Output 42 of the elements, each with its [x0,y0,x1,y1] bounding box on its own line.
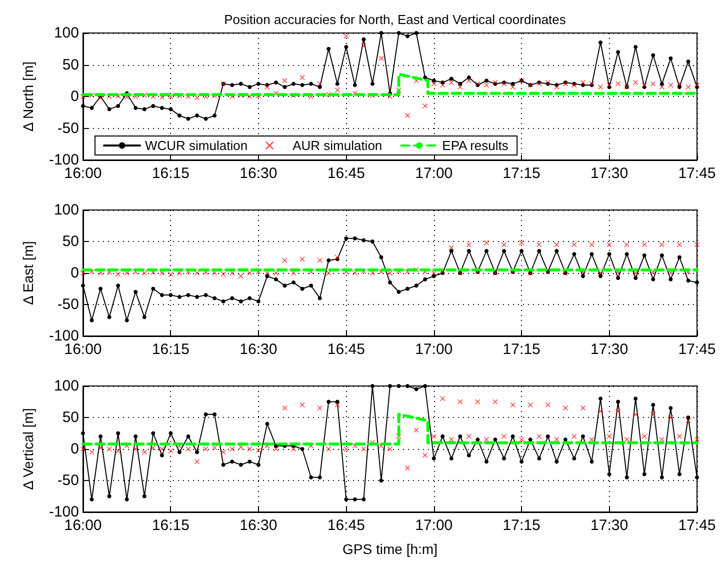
x-tick-label: 17:30 [590,341,628,358]
x-tick-label: 17:30 [590,165,628,182]
x-tick-label: 16:30 [240,517,278,534]
legend-label: WCUR simulation [145,138,248,153]
y-axis-title: Δ Vertical [m] [20,408,36,490]
y-axis-title: Δ North [m] [20,61,36,132]
x-tick-label: 17:45 [678,341,716,358]
x-tick-label: 16:30 [240,165,278,182]
x-tick-label: 17:45 [678,165,716,182]
y-tick-label: 100 [54,202,79,218]
legend-label: EPA results [442,138,509,153]
x-tick-label: 16:15 [152,165,190,182]
x-tick-label: 16:15 [152,517,190,534]
x-tick-label: 17:15 [502,517,540,534]
x-tick-label: 17:15 [502,341,540,358]
y-tick-label: 100 [54,378,79,394]
legend-label: AUR simulation [292,138,382,153]
y-tick-label: -50 [57,120,79,137]
x-tick-label: 17:00 [415,517,453,534]
y-tick-label: 50 [62,409,79,426]
y-tick-label: 100 [54,24,79,42]
x-tick-label: 17:15 [502,165,540,182]
y-tick-label: -50 [57,296,79,313]
x-tick-label: 16:45 [327,517,365,534]
x-tick-label: 17:45 [678,517,716,534]
y-tick-label: 0 [70,88,79,105]
y-tick-label: 50 [62,56,79,74]
line-series [82,412,698,446]
y-tick-label: -50 [57,472,79,489]
chart-title: Position accuracies for North, East and Vertical coordinates [224,12,566,27]
x-tick-label: 17:30 [590,517,628,534]
y-axis-title: Δ East [m] [20,241,36,305]
x-tick-label: 17:00 [415,165,453,182]
x-tick-label: 16:15 [152,341,190,358]
x-tick-label: 16:30 [240,341,278,358]
x-axis-title: GPS time [h:m] [342,541,438,557]
x-tick-label: 17:00 [415,341,453,358]
x-tick-label: 16:45 [327,341,365,358]
y-tick-label: 50 [62,233,79,250]
x-tick-label: 16:45 [327,165,365,182]
y-tick-label: 0 [70,440,79,458]
y-tick-label: 0 [70,264,79,282]
